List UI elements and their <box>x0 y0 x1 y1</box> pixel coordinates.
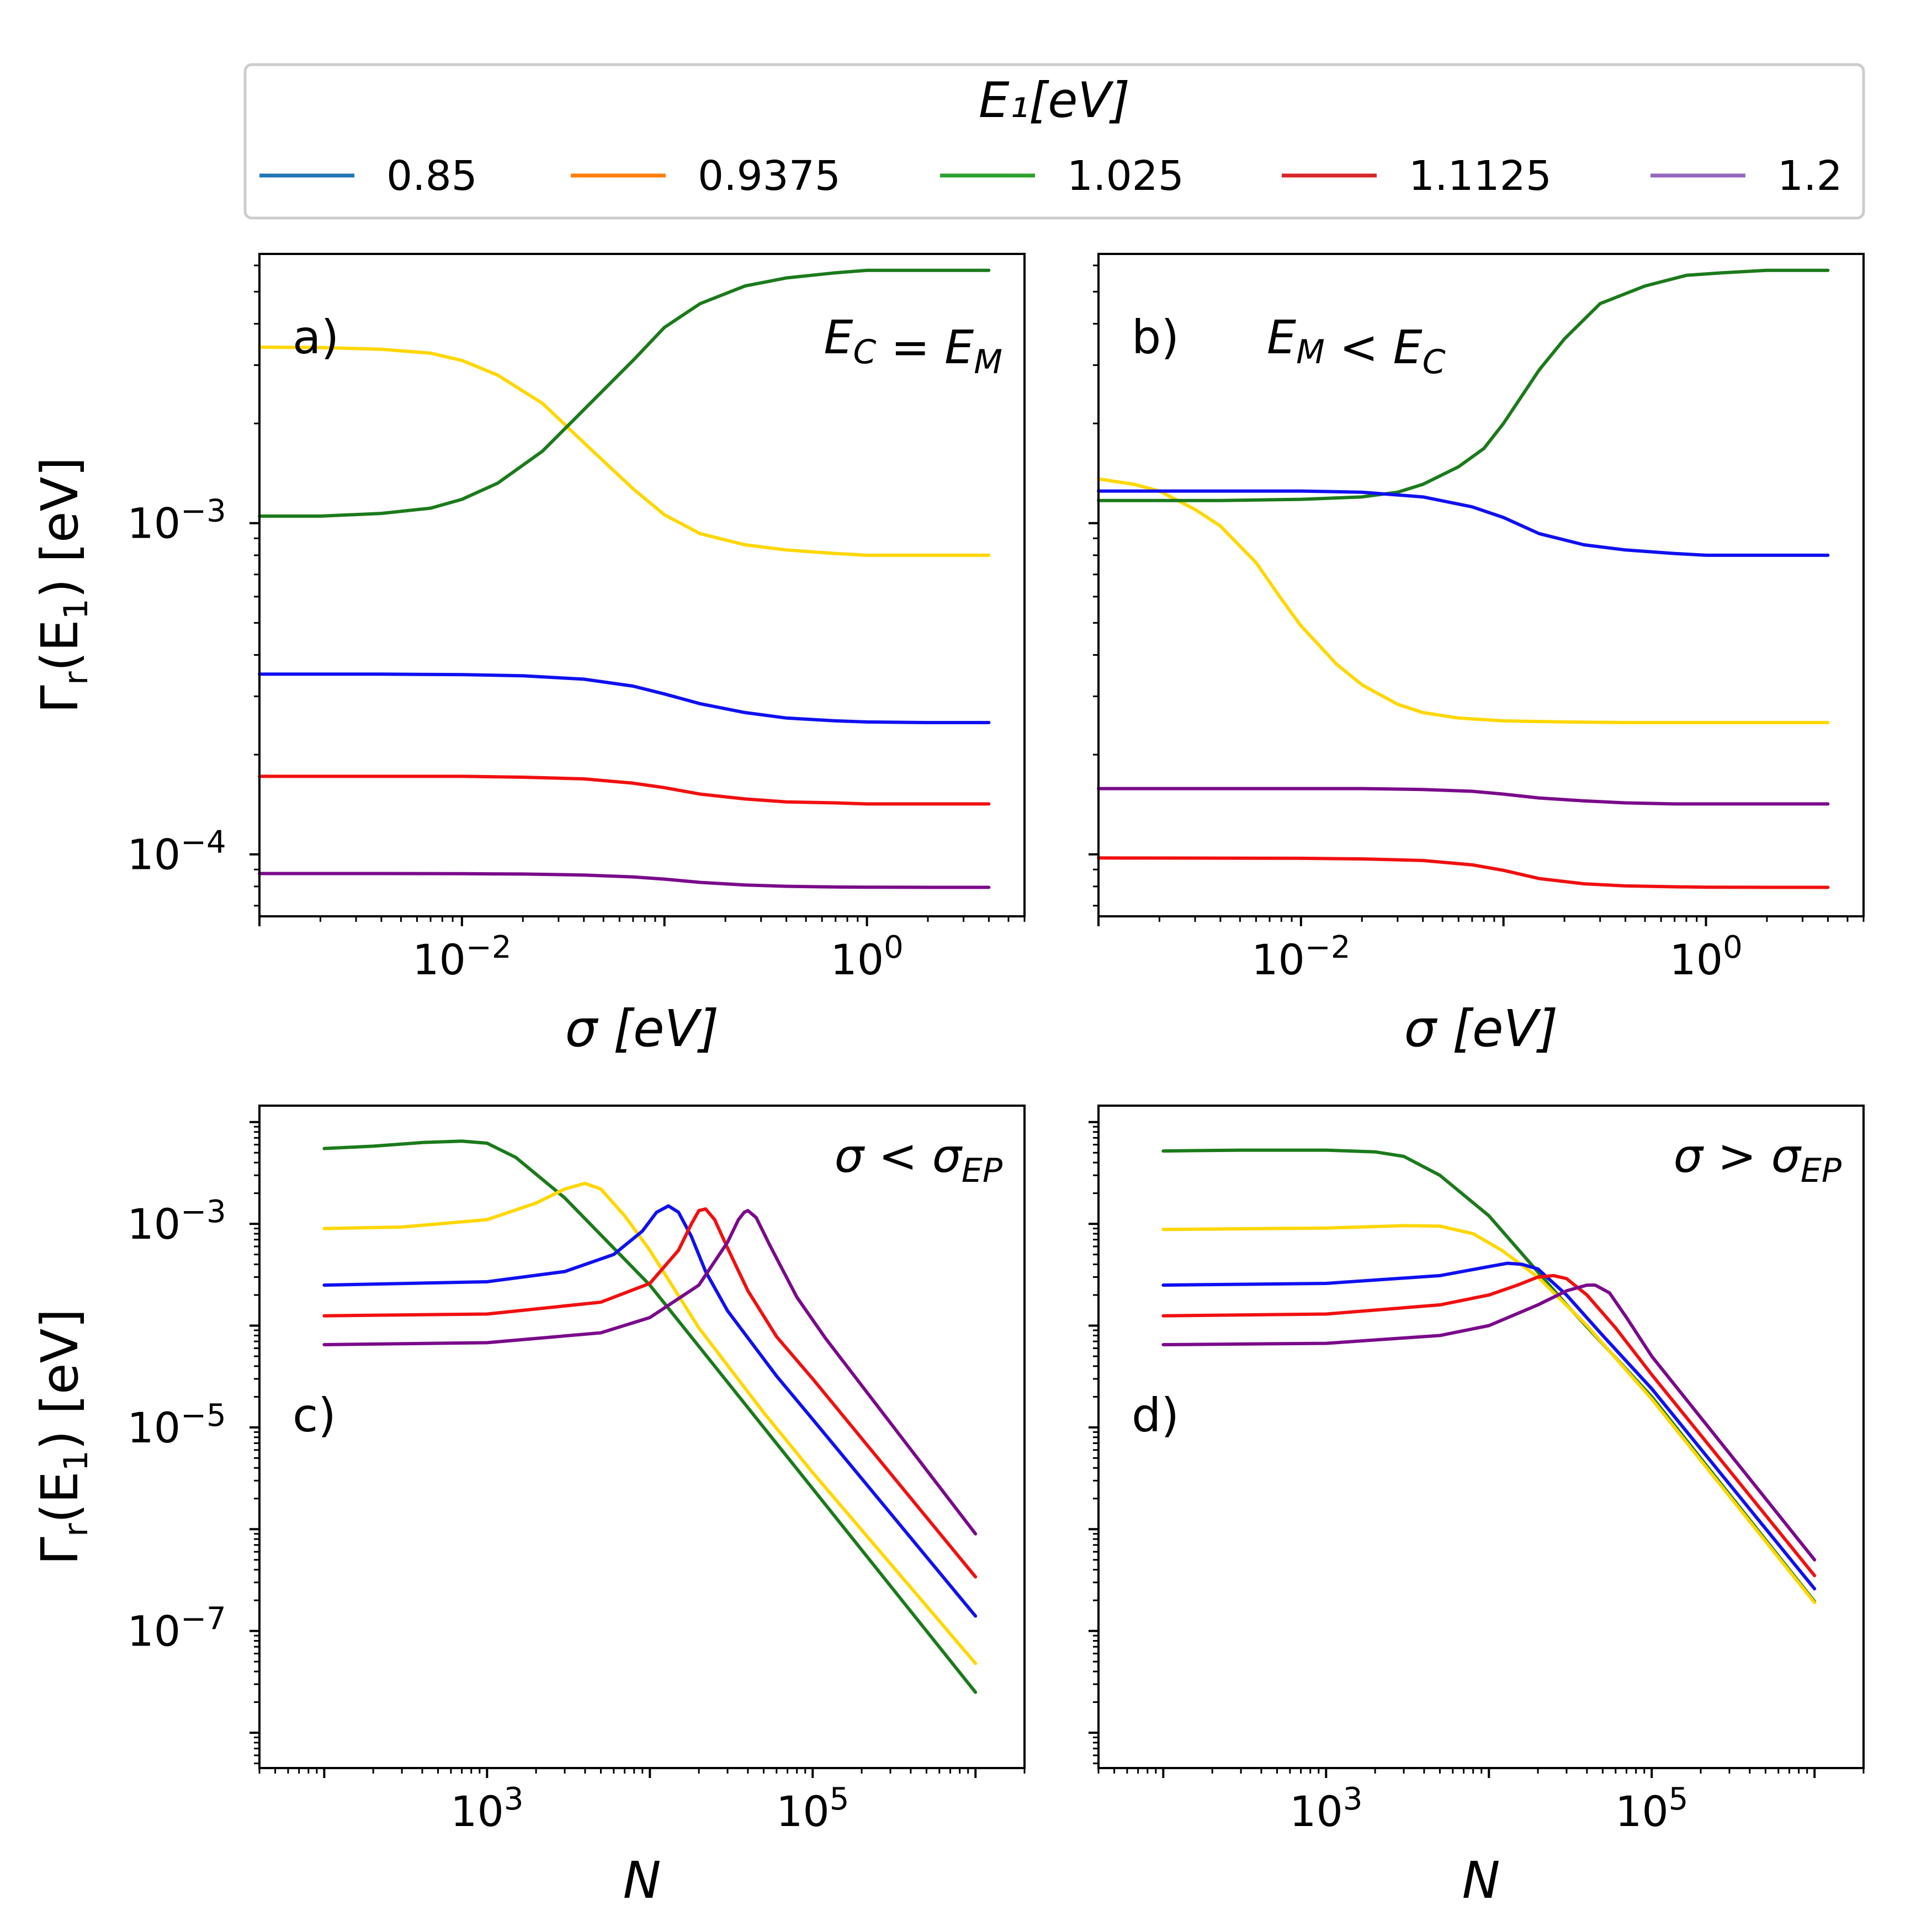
x-tick-label-0: 103 <box>450 1781 523 1836</box>
series-line-1 <box>1097 268 1830 502</box>
y-tick-label-2: 10−3 <box>127 1194 226 1249</box>
legend-label-1: 0.9375 <box>698 152 841 200</box>
panel-condition: σ > σEP <box>1674 1129 1842 1190</box>
legend-title: E₁[eV] <box>979 72 1130 129</box>
panel-c: 10−7 10−5 10−3 103 105 N Γr(E1) [eV] c) σ < σEP <box>30 1105 1026 1910</box>
y-tick-label-1: 10−5 <box>127 1398 226 1452</box>
x-tick-label-1: 105 <box>1615 1781 1688 1836</box>
plot-frame <box>1097 253 1865 917</box>
plot-frame <box>1097 1105 1865 1769</box>
series-line-2 <box>1097 489 1830 557</box>
panel-b: 10−2 100 σ [eV] b) EM < EC <box>1089 253 1865 1058</box>
plot-frame <box>258 1105 1026 1769</box>
x-tick-label-1: 105 <box>776 1781 849 1836</box>
panel-a: 10−4 10−3 10−2 100 σ [eV] Γr(E1) [eV] a) EC = E… <box>30 253 1026 1058</box>
series-line-3 <box>258 774 991 806</box>
series-line-3 <box>1097 787 1830 806</box>
x-tick-label-1: 100 <box>1669 930 1742 984</box>
plot-frame <box>258 253 1026 917</box>
x-tick-label-0: 10−2 <box>1251 930 1350 984</box>
series-line-1 <box>258 268 991 518</box>
legend: E₁[eV] 0.85 0.9375 1.025 1.1125 1.2 <box>243 63 1865 220</box>
x-axis-label: σ [eV] <box>1404 999 1558 1058</box>
x-tick-label-0: 10−2 <box>412 930 511 984</box>
legend-box <box>243 63 1865 220</box>
series-line-0 <box>322 1139 978 1694</box>
series-line-3 <box>322 1207 978 1579</box>
series-line-4 <box>1097 856 1830 889</box>
x-tick-label-0: 103 <box>1289 1781 1362 1836</box>
legend-label-2: 1.025 <box>1067 152 1184 200</box>
series-line-2 <box>1161 1261 1817 1591</box>
series-line-0 <box>258 345 991 557</box>
panel-condition: EM < EC <box>1267 310 1446 381</box>
y-tick-label-0: 10−7 <box>127 1601 226 1656</box>
series-line-3 <box>1161 1273 1817 1578</box>
panel-condition: EC = EM <box>824 310 1002 381</box>
series-line-4 <box>322 1209 978 1536</box>
series-line-0 <box>1097 477 1830 724</box>
x-axis-label: N <box>623 1851 661 1910</box>
x-tick-label-1: 100 <box>830 930 903 984</box>
panel-label: c) <box>293 1388 336 1442</box>
y-tick-label-0: 10−4 <box>127 825 226 879</box>
panel-label: b) <box>1132 310 1179 364</box>
panel-condition: σ < σEP <box>835 1129 1003 1190</box>
series-line-0 <box>1161 1148 1817 1604</box>
series-line-4 <box>1161 1283 1817 1562</box>
y-axis-label: Γr(E1) [eV] <box>30 1309 95 1565</box>
series-line-2 <box>258 672 991 724</box>
series-line-1 <box>322 1181 978 1665</box>
series-line-1 <box>1161 1224 1817 1605</box>
panel-d: 103 105 Nd) σ > σEP <box>1089 1105 1865 1910</box>
series-line-4 <box>258 872 991 889</box>
series-line-2 <box>322 1204 978 1618</box>
panel-label: d) <box>1132 1388 1179 1442</box>
legend-label-0: 0.85 <box>386 152 477 200</box>
legend-label-4: 1.2 <box>1777 152 1843 200</box>
y-tick-label-1: 10−3 <box>127 493 226 548</box>
panel-label: a) <box>293 310 339 364</box>
x-axis-label: N <box>1462 1851 1500 1910</box>
x-axis-label: σ [eV] <box>565 999 719 1058</box>
y-axis-label: Γr(E1) [eV] <box>30 457 95 714</box>
legend-label-3: 1.1125 <box>1409 152 1552 200</box>
